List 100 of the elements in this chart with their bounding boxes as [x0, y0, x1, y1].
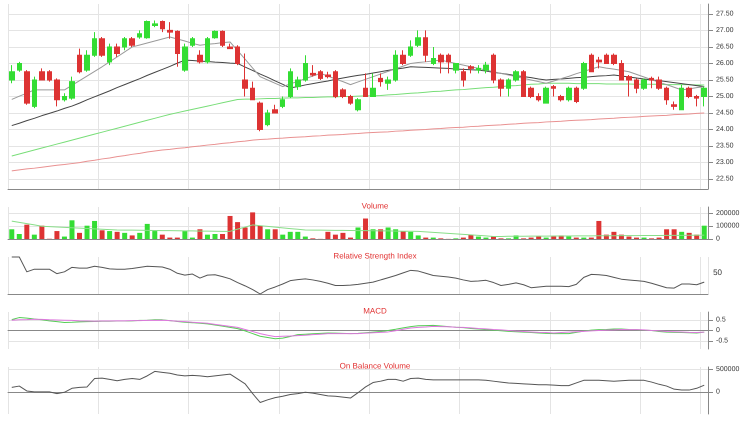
candlestick [378, 72, 383, 88]
bar [114, 232, 120, 239]
bar [363, 218, 368, 239]
candlestick [611, 53, 617, 66]
candlestick [423, 30, 428, 62]
candlestick [160, 20, 165, 33]
candlestick [325, 71, 331, 79]
candlestick [280, 96, 285, 109]
bar [130, 235, 135, 239]
candlestick [167, 22, 173, 40]
bar [228, 216, 233, 239]
candlestick [476, 64, 481, 74]
bar [408, 232, 414, 239]
bar [212, 234, 218, 239]
candlestick [77, 48, 82, 74]
candlestick [468, 64, 474, 74]
bar [122, 232, 128, 239]
candlestick [671, 100, 677, 110]
candlestick [528, 86, 534, 99]
bar [288, 232, 293, 239]
candlestick [129, 36, 135, 48]
bar [325, 232, 330, 239]
candlestick [694, 94, 699, 107]
bar [160, 234, 165, 239]
bar [265, 229, 270, 239]
candlestick [634, 78, 639, 94]
bar [416, 235, 421, 239]
chart-title: MACD [363, 306, 387, 316]
bar [272, 229, 278, 239]
candlestick [355, 98, 361, 112]
candlestick [288, 68, 293, 99]
candlestick [257, 100, 263, 132]
candlestick [265, 109, 270, 127]
candlestick [558, 94, 564, 102]
candlestick [589, 53, 594, 72]
line-series [11, 36, 705, 100]
candlestick [114, 43, 120, 58]
candlestick [333, 70, 338, 99]
line-series [11, 60, 705, 126]
candlestick [604, 53, 609, 64]
bar [386, 227, 391, 239]
line-series [11, 82, 705, 156]
candlestick [536, 92, 541, 102]
candlestick [197, 50, 203, 64]
candlestick [483, 61, 489, 74]
bar [137, 232, 142, 239]
bar [596, 220, 602, 239]
candlestick [348, 94, 353, 106]
bar [702, 226, 707, 239]
bar [182, 231, 188, 239]
candlestick [182, 43, 188, 72]
candlestick [664, 86, 669, 106]
candlestick [84, 50, 90, 72]
candlestick [506, 78, 511, 97]
candlestick [626, 74, 632, 97]
candlestick [408, 40, 413, 58]
bar [24, 224, 30, 239]
candlestick [190, 36, 195, 48]
candlestick [24, 70, 30, 106]
candlestick [393, 50, 398, 82]
bar [77, 232, 82, 239]
candlestick [250, 81, 255, 100]
candlestick [431, 46, 436, 66]
bar [92, 220, 98, 239]
candlestick [574, 86, 579, 104]
chart-title: Volume [362, 202, 389, 210]
bar [340, 232, 346, 239]
candlestick [92, 32, 97, 58]
candlestick [513, 70, 519, 82]
bar [100, 230, 105, 239]
candlestick [152, 20, 158, 28]
chart-title: Relative Strength Index [333, 252, 417, 260]
candlestick [9, 64, 15, 84]
candlestick [137, 30, 142, 40]
line-series [11, 112, 705, 172]
candlestick [619, 60, 624, 80]
bar [107, 231, 112, 239]
candlestick [701, 86, 707, 107]
candlestick [415, 30, 421, 48]
candlestick [446, 53, 451, 74]
line-series [11, 220, 705, 237]
bar [152, 231, 158, 239]
candlestick [220, 30, 225, 48]
candlestick [438, 53, 444, 74]
candlestick [227, 43, 233, 50]
candlestick [303, 54, 308, 82]
candlestick [47, 70, 52, 82]
text: 50 [713, 268, 723, 277]
bar [16, 234, 22, 239]
candlestick [385, 76, 391, 90]
bar [356, 227, 360, 239]
candlestick [551, 84, 556, 97]
candlestick [242, 53, 248, 97]
candlestick [686, 86, 692, 99]
candlestick [17, 61, 22, 72]
candlestick [175, 30, 180, 68]
candlestick [453, 62, 459, 74]
bar [242, 227, 248, 239]
bar [32, 234, 37, 239]
bar [220, 234, 226, 239]
